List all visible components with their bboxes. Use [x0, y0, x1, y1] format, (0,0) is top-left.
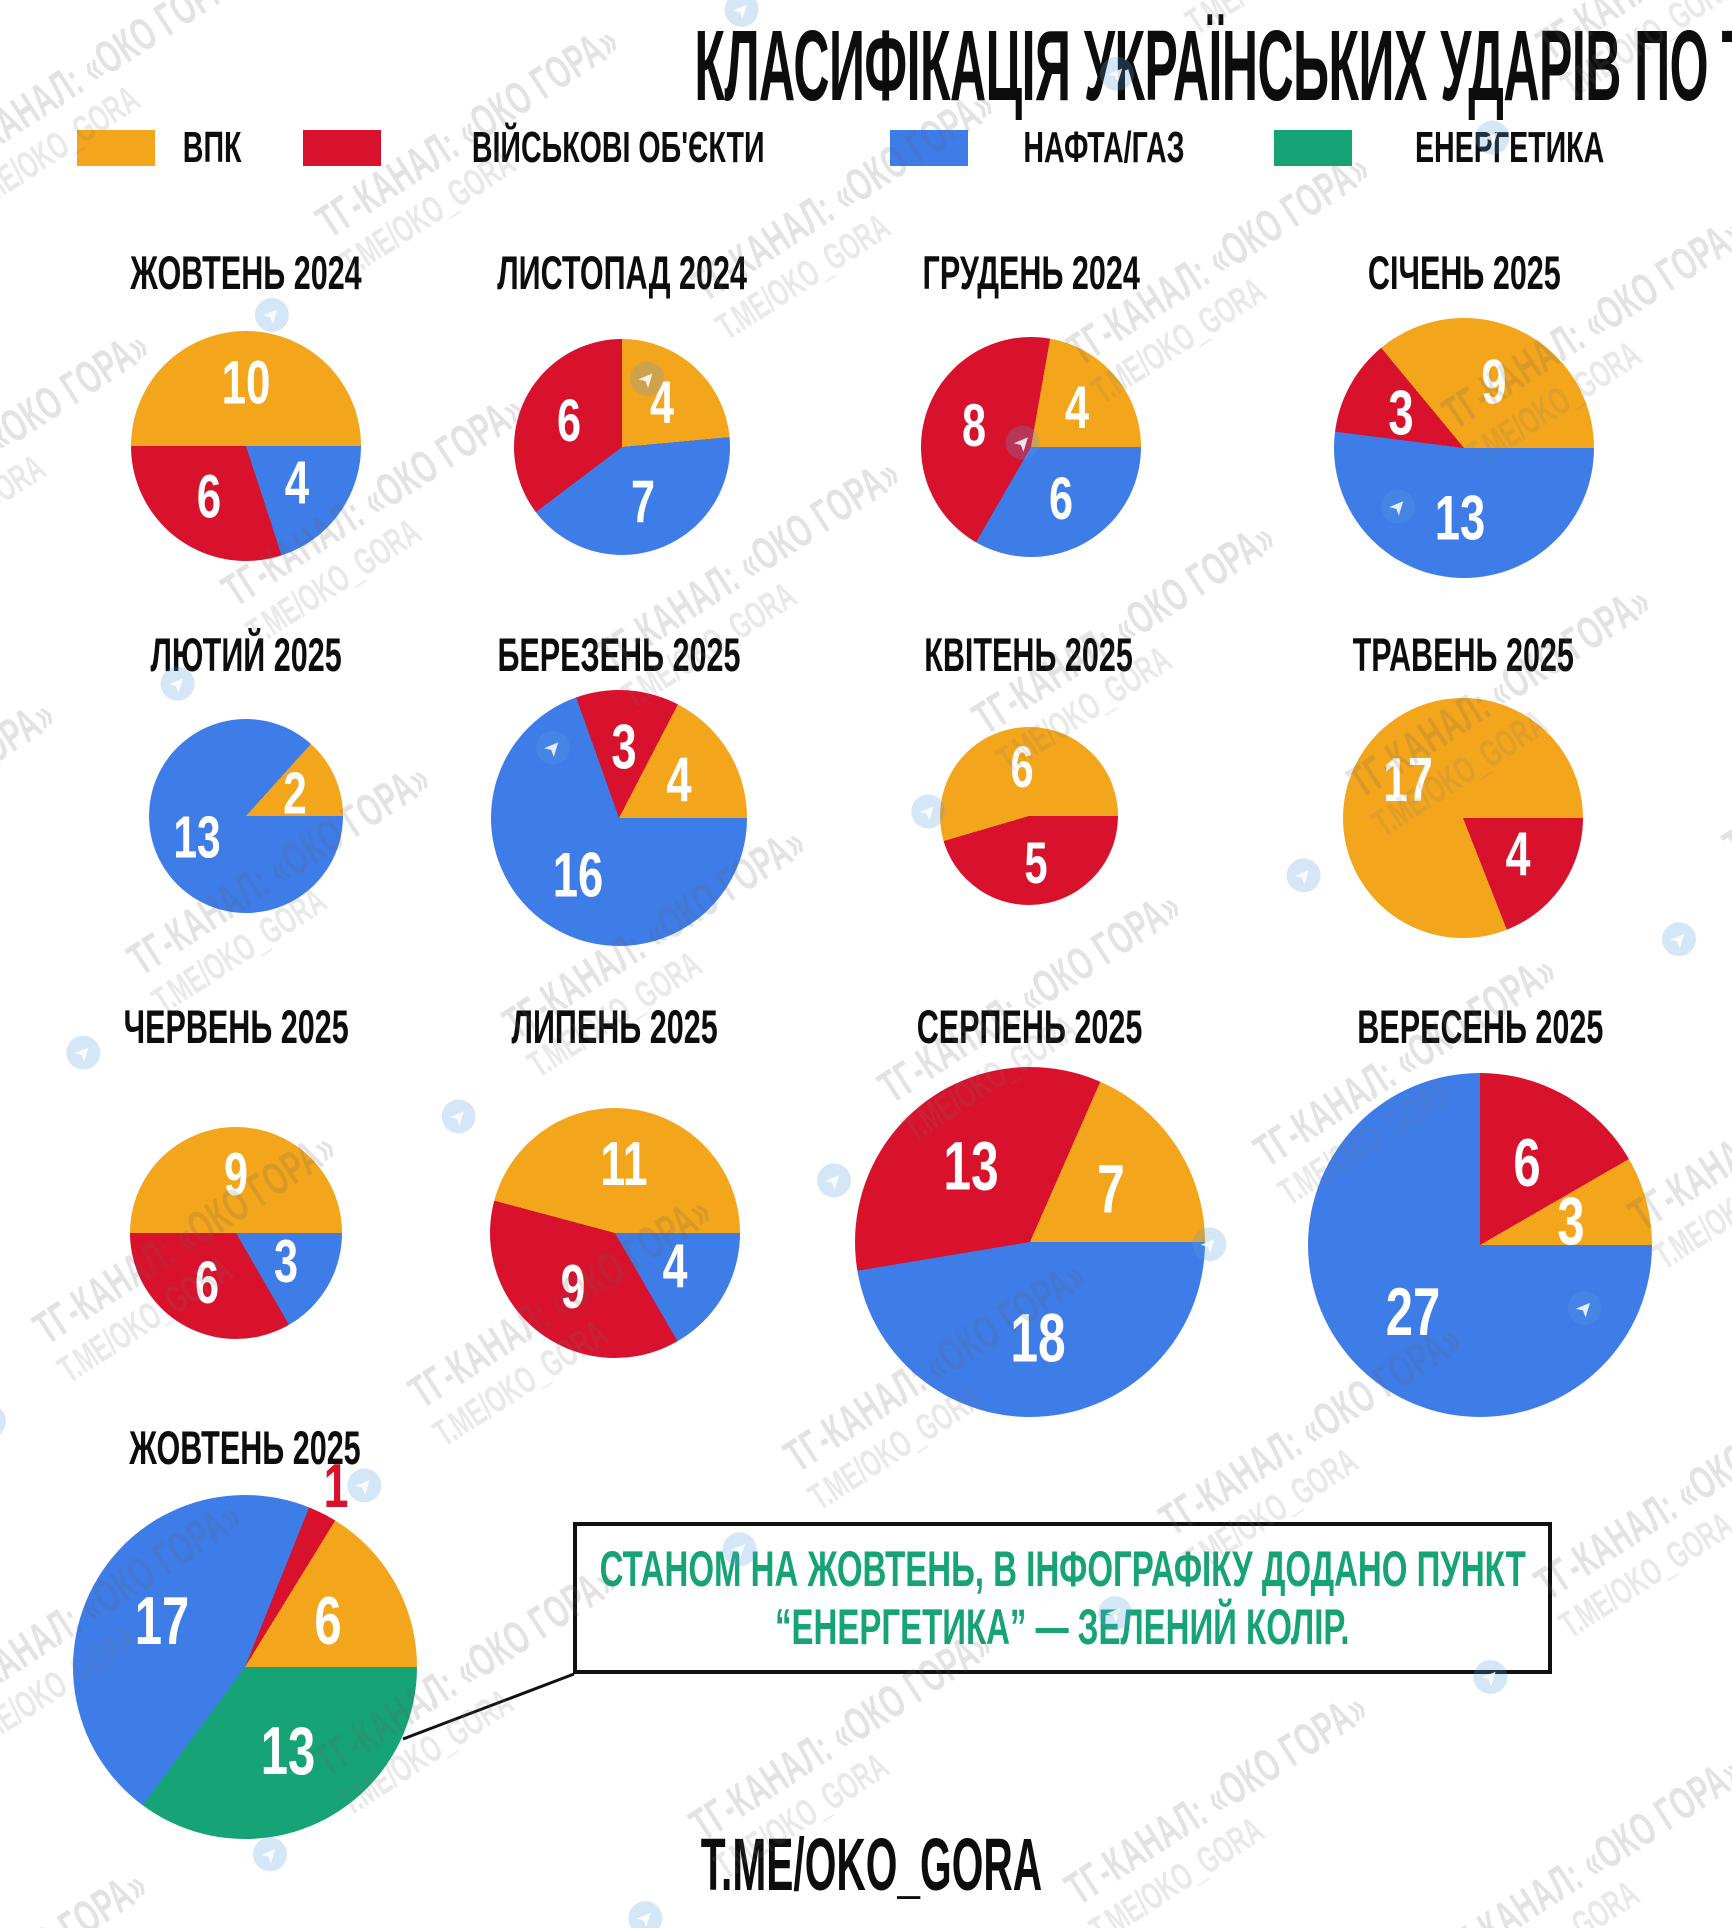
pie-chart-month-11: 18 13 7: [855, 1067, 1205, 1417]
pie-chart-month-5: 2 13: [149, 719, 343, 913]
slice-value-label-military: 3: [611, 712, 637, 783]
slice-value-label-vpk: 9: [1481, 347, 1508, 418]
legend-item-military: ВІЙСЬКОВІ ОБ'ЄКТИ: [303, 126, 843, 170]
slice-value-label-oil_gas: 17: [135, 1582, 190, 1659]
pie-chart-month-4: 13 3 9: [1334, 318, 1594, 578]
slice-value-label-military: 1: [323, 1452, 349, 1522]
slice-value-label-vpk: 10: [221, 348, 271, 417]
slice-value-label-vpk: 11: [600, 1129, 648, 1199]
slice-value-label-vpk: 7: [1096, 1150, 1125, 1228]
slice-value-label-military: 3: [1388, 378, 1414, 449]
slice-value-label-vpk: 4: [650, 369, 675, 437]
slice-value-label-oil_gas: 4: [662, 1232, 687, 1302]
month-title: ЖОВТЕНЬ 2024: [130, 246, 362, 299]
slice-value-label-military: 6: [556, 386, 581, 454]
pie-chart-month-8: 4 17: [1343, 698, 1583, 938]
month-title: ВЕРЕСЕНЬ 2025: [1356, 1000, 1604, 1053]
slice-value-label-military: 6: [1513, 1125, 1541, 1202]
pie-chart-month-13: 13 17 1 6: [73, 1456, 417, 1839]
pie-chart-month-12: 6 3 27: [1308, 1073, 1652, 1417]
footer-text: T.ME/OKO_GORA: [700, 1823, 1043, 1906]
slice-value-label-oil_gas: 13: [173, 804, 221, 871]
month-title: КВІТЕНЬ 2025: [924, 628, 1134, 681]
legend-item-energy: ЕНЕРГЕТИКА: [1273, 123, 1655, 172]
footer-link: T.ME/OKO_GORA: [561, 1828, 1161, 1902]
legend-swatch-oil_gas: [889, 130, 968, 166]
slice-value-label-vpk: 4: [1065, 374, 1090, 442]
legend: ВПК ВІЙСЬКОВІ ОБ'ЄКТИ НАФТА/ГАЗ ЕНЕРГЕТИКА: [0, 126, 1732, 170]
slice-value-label-oil_gas: 16: [553, 840, 604, 910]
slice-value-label-military: 6: [196, 462, 222, 531]
slice-value-label-military: 5: [1024, 831, 1048, 897]
pie-chart-month-1: 10 4 6: [131, 331, 361, 561]
legend-item-oil_gas: НАФТА/ГАЗ: [889, 123, 1228, 172]
month-title: СЕРПЕНЬ 2025: [917, 1000, 1143, 1053]
month-title: ЛИСТОПАД 2024: [497, 246, 747, 299]
slice-value-label-energy: 13: [260, 1713, 315, 1790]
month-title: ЖОВТЕНЬ 2025: [129, 1421, 361, 1474]
slice-value-label-oil_gas: 3: [274, 1228, 299, 1296]
month-title: ЛИПЕНЬ 2025: [511, 1000, 719, 1053]
slice-value-label-vpk: 17: [1383, 745, 1434, 815]
legend-label-energy: ЕНЕРГЕТИКА: [1414, 123, 1604, 172]
pie-chart-month-10: 4 9 11: [490, 1108, 740, 1358]
month-title: ЧЕРВЕНЬ 2025: [123, 1000, 349, 1053]
slice-value-label-military: 13: [943, 1127, 999, 1205]
slice-value-label-vpk: 9: [223, 1140, 249, 1208]
legend-swatch-vpk: [77, 130, 156, 166]
slice-value-label-vpk: 2: [282, 760, 307, 827]
callout-line-2: “ЕНЕРГЕТИКА” — ЗЕЛЕНИЙ КОЛІР.: [627, 1602, 1498, 1652]
slice-value-label-vpk: 6: [1010, 734, 1034, 800]
callout-box: СТАНОМ НА ЖОВТЕНЬ, В ІНФОГРАФІКУ ДОДАНО …: [573, 1522, 1552, 1674]
slice-value-label-oil_gas: 4: [284, 448, 310, 517]
slice-value-label-vpk: 6: [313, 1582, 342, 1659]
month-title: ТРАВЕНЬ 2025: [1352, 628, 1574, 681]
legend-item-vpk: ВПК: [77, 126, 257, 170]
legend-label-oil_gas: НАФТА/ГАЗ: [1023, 123, 1185, 172]
slice-value-label-military: 4: [1505, 820, 1530, 890]
page-title: КЛАСИФІКАЦІЯ УКРАЇНСЬКИХ УДАРІВ ПО ТЕРИТ…: [0, 16, 1732, 116]
slice-value-label-oil_gas: 6: [1049, 465, 1074, 533]
slice-value-label-military: 8: [962, 392, 987, 460]
slice-value-label-vpk: 4: [666, 745, 692, 816]
month-title: ЛЮТИЙ 2025: [150, 628, 342, 681]
slice-value-label-oil_gas: 27: [1385, 1273, 1441, 1350]
callout-line-2-text: “ЕНЕРГЕТИКА” — ЗЕЛЕНИЙ КОЛІР.: [775, 1599, 1350, 1655]
legend-swatch-military: [303, 130, 382, 166]
page-title-text: КЛАСИФІКАЦІЯ УКРАЇНСЬКИХ УДАРІВ ПО ТЕРИТ…: [694, 10, 1732, 122]
month-title: СІЧЕНЬ 2025: [1367, 246, 1561, 299]
legend-label-vpk: ВПК: [182, 123, 242, 172]
slice-value-label-military: 6: [194, 1249, 219, 1317]
slice-value-label-vpk: 3: [1557, 1182, 1585, 1259]
month-title: ГРУДЕНЬ 2024: [922, 246, 1140, 299]
legend-label-military: ВІЙСЬКОВІ ОБ'ЄКТИ: [472, 123, 765, 172]
callout-line-1-text: СТАНОМ НА ЖОВТЕНЬ, В ІНФОГРАФІКУ ДОДАНО …: [599, 1541, 1526, 1597]
slice-value-label-military: 9: [560, 1252, 586, 1322]
slice-value-label-oil_gas: 13: [1434, 483, 1485, 554]
pie-chart-month-6: 16 3 4: [491, 690, 747, 946]
month-title: БЕРЕЗЕНЬ 2025: [497, 628, 741, 681]
callout-line-1: СТАНОМ НА ЖОВТЕНЬ, В ІНФОГРАФІКУ ДОДАНО …: [361, 1544, 1732, 1594]
slice-value-label-oil_gas: 18: [1010, 1299, 1066, 1377]
slice-value-label-oil_gas: 7: [631, 468, 656, 536]
legend-swatch-energy: [1273, 130, 1352, 166]
